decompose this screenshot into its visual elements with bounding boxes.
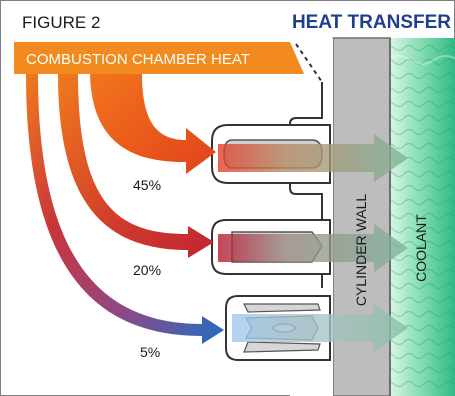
coolant-label: COOLANT (413, 214, 429, 282)
heat-beam-top (218, 134, 408, 182)
heat-arrow-bottom (26, 74, 224, 344)
coolant-wave (390, 212, 455, 220)
coolant-wave (390, 296, 455, 304)
coolant-region (390, 38, 455, 396)
heat-beam-middle (218, 224, 408, 272)
coolant-wave (390, 170, 455, 178)
coolant-wave (390, 100, 455, 108)
percent-top: 45% (133, 177, 161, 193)
coolant-wave (390, 226, 455, 234)
heat-arrow-top (90, 74, 216, 174)
coolant-wave (390, 142, 455, 150)
coolant-wave (390, 114, 455, 122)
coolant-wave (390, 44, 455, 52)
combustion-heat-band (14, 42, 304, 74)
heat-source-label: COMBUSTION CHAMBER HEAT (26, 51, 250, 68)
coolant-wave (390, 310, 455, 318)
coolant-wave (390, 282, 455, 290)
coolant-wave (390, 86, 455, 94)
coolant-wave (390, 338, 455, 346)
coolant-wave (390, 254, 455, 262)
cylinder-wall-label: CYLINDER WALL (353, 194, 369, 307)
heat-beam-bottom (232, 304, 408, 352)
coolant-wave (390, 184, 455, 192)
figure-title: HEAT TRANSFER (292, 12, 451, 33)
coolant-wave (390, 366, 455, 374)
coolant-wave (390, 268, 455, 276)
coolant-wave (390, 380, 455, 388)
coolant-wave (390, 352, 455, 360)
figure-label: FIGURE 2 (22, 13, 100, 32)
heat-arrow-middle (58, 74, 214, 258)
coolant-wave (390, 72, 455, 80)
coolant-wave (390, 128, 455, 136)
coolant-wave (390, 198, 455, 206)
percent-bottom: 5% (140, 344, 160, 360)
percent-middle: 20% (133, 262, 161, 278)
coolant-wave (390, 58, 455, 66)
